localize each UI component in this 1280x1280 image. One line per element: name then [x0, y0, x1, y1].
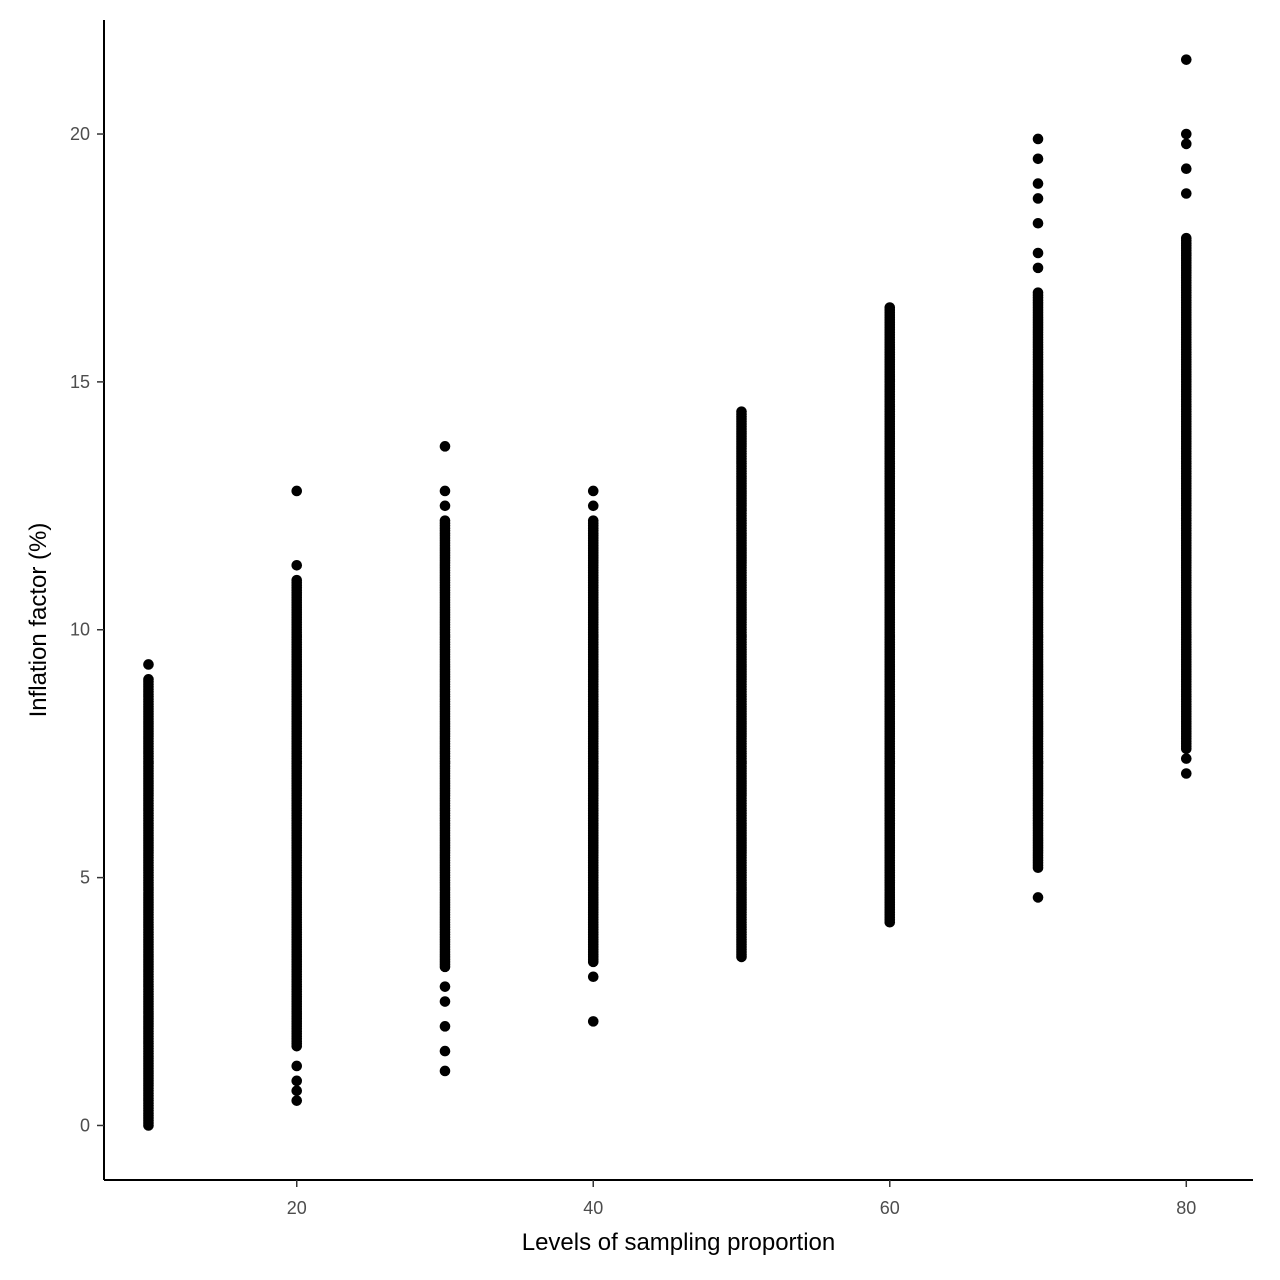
- data-point: [736, 406, 747, 417]
- x-tick-label: 80: [1176, 1198, 1196, 1218]
- data-point: [291, 1060, 303, 1072]
- data-point: [1180, 163, 1192, 175]
- data-point: [1032, 262, 1044, 274]
- y-axis-title: Inflation factor (%): [25, 523, 52, 718]
- data-point: [1032, 217, 1044, 229]
- data-point: [1032, 178, 1044, 189]
- x-axis-ticks: 20 40 60 80: [287, 1180, 1196, 1218]
- data-point: [291, 485, 303, 497]
- data-point: [1032, 247, 1044, 259]
- data-point: [439, 981, 451, 992]
- data-point: [143, 659, 154, 670]
- data-point: [439, 996, 451, 1007]
- data-point: [439, 1065, 451, 1077]
- data-point: [291, 1075, 303, 1087]
- data-point: [1032, 892, 1044, 903]
- data-point: [587, 515, 599, 526]
- data-point: [587, 500, 599, 512]
- data-point: [1180, 188, 1192, 199]
- data-point: [1032, 193, 1044, 204]
- data-point: [587, 485, 599, 497]
- data-point: [439, 500, 451, 512]
- data-point: [291, 559, 303, 571]
- data-point: [143, 674, 154, 685]
- data-point: [1180, 753, 1192, 764]
- data-point: [291, 1085, 303, 1097]
- data-point: [439, 441, 451, 452]
- y-tick-label: 15: [70, 372, 90, 392]
- x-tick-label: 20: [287, 1198, 307, 1218]
- data-point: [1180, 768, 1192, 779]
- y-tick-label: 10: [70, 620, 90, 640]
- x-axis-title: Levels of sampling proportion: [522, 1229, 836, 1256]
- data-point: [439, 1045, 451, 1057]
- x-tick-label: 40: [583, 1198, 603, 1218]
- data-point: [1180, 232, 1192, 244]
- data-point: [1032, 133, 1044, 145]
- data-point: [439, 485, 451, 497]
- y-tick-label: 5: [80, 868, 90, 888]
- data-point: [1180, 128, 1192, 140]
- data-point: [291, 574, 303, 586]
- data-point: [884, 302, 896, 313]
- data-point: [1032, 153, 1044, 165]
- data-point: [1180, 54, 1192, 65]
- data-point: [1032, 287, 1044, 298]
- data-point: [587, 971, 599, 983]
- y-axis-ticks: 0 5 10 15 20: [70, 124, 104, 1135]
- x-tick-label: 60: [880, 1198, 900, 1218]
- data-point: [439, 1021, 451, 1032]
- data-points: [143, 54, 1192, 1131]
- data-point: [291, 1095, 303, 1106]
- data-point: [1180, 138, 1192, 150]
- y-tick-label: 20: [70, 124, 90, 144]
- data-point: [587, 1016, 599, 1027]
- y-tick-label: 0: [80, 1115, 90, 1135]
- data-point: [439, 515, 451, 526]
